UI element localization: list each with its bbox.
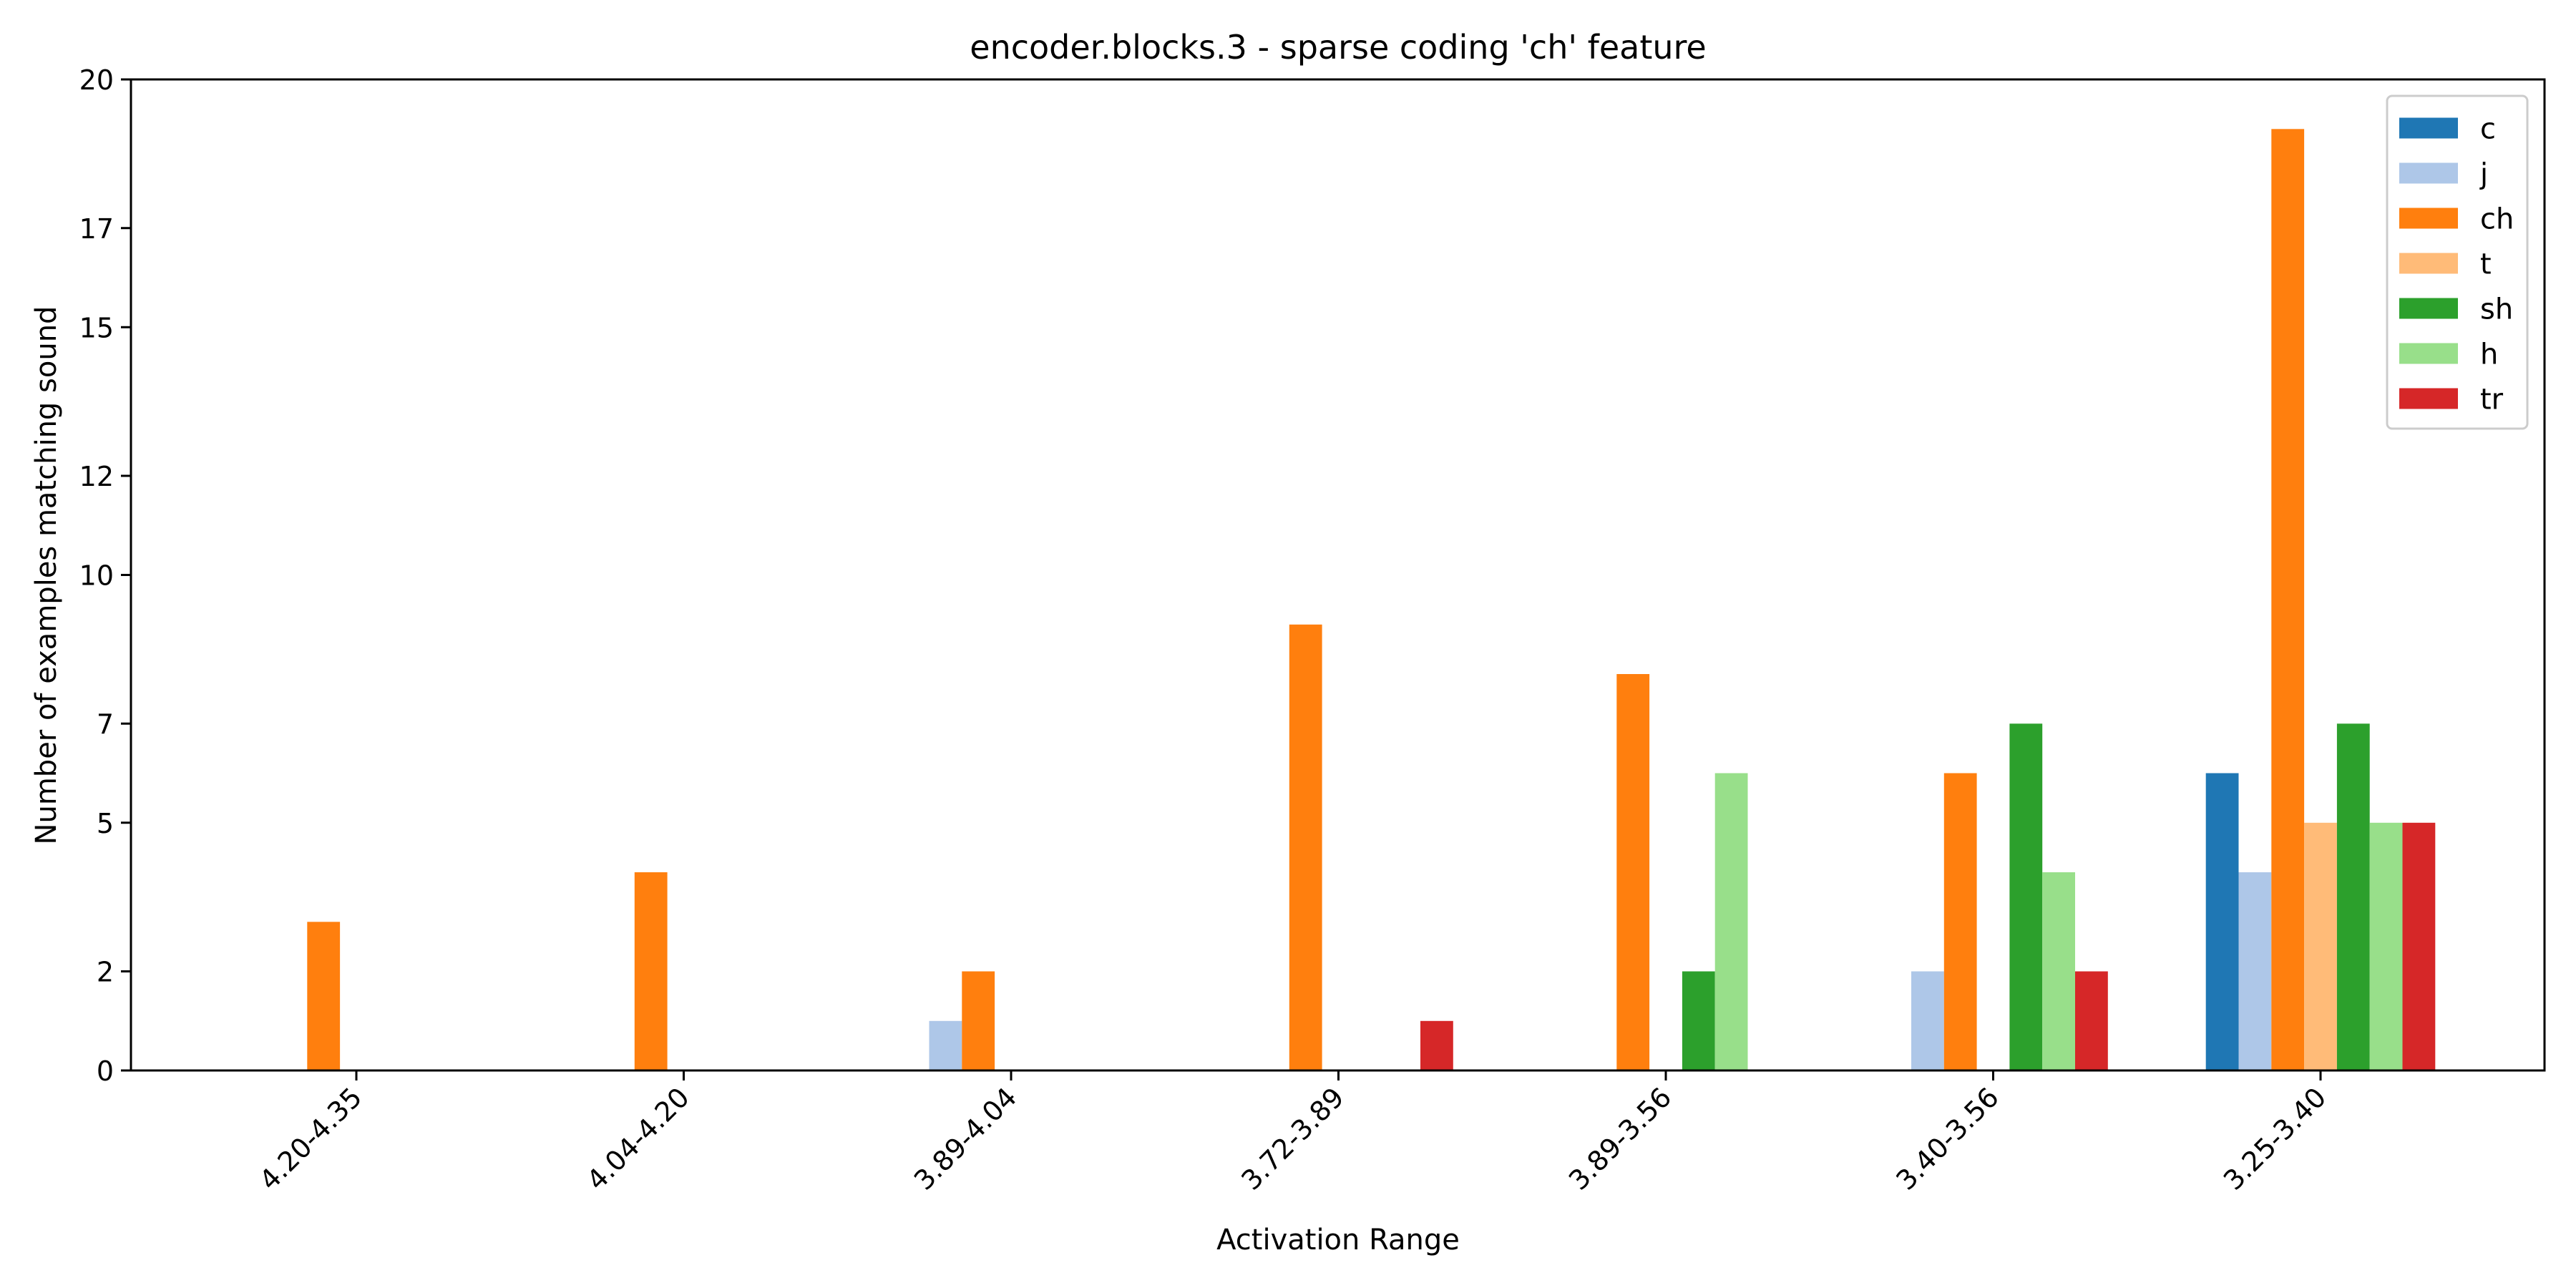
y-axis: 0 2 5 7 10 12 15 17 20 bbox=[79, 64, 131, 1087]
bar-sh-4 bbox=[1682, 971, 1715, 1070]
y-axis-label: Number of examples matching sound bbox=[30, 306, 63, 845]
y-tick-label: 0 bbox=[97, 1055, 114, 1087]
bar-h-6 bbox=[2369, 822, 2403, 1071]
bar-ch-1 bbox=[634, 872, 668, 1070]
bar-ch-2 bbox=[962, 971, 995, 1070]
x-tick-label: 4.04-4.20 bbox=[580, 1081, 695, 1196]
y-tick-label: 12 bbox=[79, 461, 114, 492]
bar-sh-6 bbox=[2336, 723, 2370, 1071]
legend-swatch-tr bbox=[2399, 388, 2458, 409]
y-tick-label: 7 bbox=[97, 708, 114, 740]
legend-label-ch: ch bbox=[2480, 203, 2514, 236]
bar-sh-5 bbox=[2009, 723, 2043, 1071]
legend: cj ch t sh h tr bbox=[2386, 94, 2529, 430]
bar-h-4 bbox=[1714, 773, 1748, 1070]
x-axis: 4.20-4.35 4.04-4.20 3.89-4.04 3.72-3.89 3.89… bbox=[253, 1070, 2332, 1196]
y-tick-label: 2 bbox=[97, 957, 114, 988]
legend-swatch-j bbox=[2399, 162, 2458, 184]
x-tick-label: 4.20-4.35 bbox=[253, 1081, 368, 1196]
x-tick-label: 3.72-3.89 bbox=[1235, 1081, 1350, 1196]
bar-ch-4 bbox=[1616, 674, 1650, 1070]
bar-h-5 bbox=[2042, 872, 2075, 1070]
legend-swatch-sh bbox=[2399, 298, 2458, 319]
plot-frame bbox=[130, 78, 2546, 1072]
bar-ch-0 bbox=[307, 922, 341, 1071]
legend-label-t: t bbox=[2480, 248, 2492, 281]
bar-tr-6 bbox=[2402, 822, 2436, 1071]
bar-ch-3 bbox=[1289, 624, 1322, 1071]
legend-swatch-t bbox=[2399, 253, 2458, 274]
bar-ch-5 bbox=[1943, 773, 1977, 1070]
legend-swatch-c bbox=[2399, 117, 2458, 139]
legend-label-tr: tr bbox=[2480, 384, 2504, 416]
legend-label-h: h bbox=[2480, 338, 2498, 371]
x-tick-label: 3.25-3.40 bbox=[2218, 1081, 2332, 1196]
legend-label-c: c bbox=[2480, 113, 2496, 146]
plot-area bbox=[307, 129, 2436, 1071]
bar-j-2 bbox=[929, 1020, 962, 1071]
bar-tr-3 bbox=[1420, 1020, 1453, 1071]
bar-ch-6 bbox=[2271, 129, 2305, 1071]
y-tick-label: 17 bbox=[79, 213, 114, 245]
y-tick-label: 15 bbox=[79, 312, 114, 343]
y-tick-label: 5 bbox=[97, 808, 114, 839]
x-tick-label: 3.89-3.56 bbox=[1563, 1081, 1677, 1196]
legend-label-j: j bbox=[2479, 158, 2488, 191]
bar-tr-5 bbox=[2075, 971, 2108, 1070]
x-tick-label: 3.89-4.04 bbox=[908, 1081, 1023, 1196]
chart-title: encoder.blocks.3 - sparse coding 'ch' fe… bbox=[970, 28, 1706, 67]
y-tick-label: 20 bbox=[79, 64, 114, 96]
bar-j-5 bbox=[1911, 971, 1944, 1070]
legend-label-sh: sh bbox=[2480, 293, 2513, 326]
legend-swatch-h bbox=[2399, 343, 2458, 364]
y-tick-label: 10 bbox=[79, 560, 114, 592]
x-axis-label: Activation Range bbox=[1216, 1224, 1460, 1257]
x-tick-label: 3.40-3.56 bbox=[1890, 1081, 2004, 1196]
bar-c-6 bbox=[2205, 773, 2239, 1070]
legend-swatch-ch bbox=[2399, 208, 2458, 229]
bar-t-6 bbox=[2304, 822, 2337, 1071]
bar-j-6 bbox=[2238, 872, 2272, 1070]
